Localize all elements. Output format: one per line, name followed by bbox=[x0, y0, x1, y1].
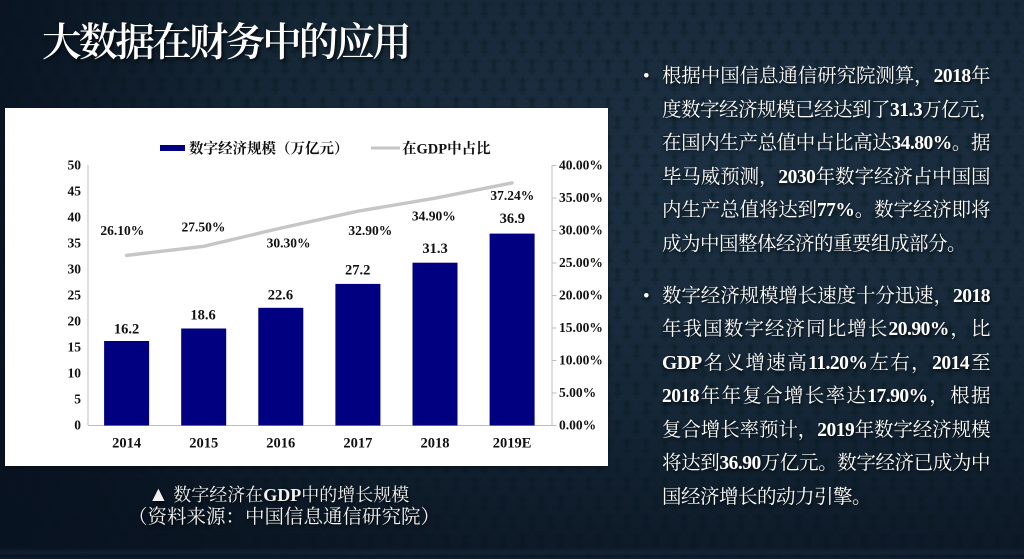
svg-text:15.00%: 15.00% bbox=[559, 320, 603, 335]
svg-text:2018: 2018 bbox=[421, 436, 450, 452]
svg-text:30: 30 bbox=[68, 262, 82, 277]
svg-text:0.00%: 0.00% bbox=[559, 418, 596, 433]
svg-text:32.90%: 32.90% bbox=[348, 223, 392, 238]
svg-text:在GDP中占比: 在GDP中占比 bbox=[402, 140, 491, 158]
svg-text:35: 35 bbox=[68, 236, 82, 251]
svg-text:26.10%: 26.10% bbox=[100, 223, 144, 238]
svg-text:30.00%: 30.00% bbox=[559, 223, 603, 238]
svg-text:2015: 2015 bbox=[189, 436, 218, 452]
svg-text:22.6: 22.6 bbox=[268, 288, 293, 304]
svg-text:数字经济规模（万亿元）: 数字经济规模（万亿元） bbox=[189, 140, 349, 158]
svg-text:34.90%: 34.90% bbox=[412, 209, 456, 224]
svg-text:15: 15 bbox=[68, 340, 82, 355]
svg-text:2017: 2017 bbox=[343, 436, 372, 452]
svg-text:5: 5 bbox=[74, 392, 81, 407]
svg-text:0: 0 bbox=[74, 418, 81, 433]
svg-text:25.00%: 25.00% bbox=[559, 255, 603, 270]
svg-text:20: 20 bbox=[68, 314, 82, 329]
svg-text:2014: 2014 bbox=[112, 436, 141, 452]
svg-text:25: 25 bbox=[68, 288, 82, 303]
svg-text:45: 45 bbox=[68, 184, 82, 199]
svg-text:31.3: 31.3 bbox=[422, 241, 447, 257]
svg-text:40.00%: 40.00% bbox=[559, 158, 603, 173]
svg-text:20.00%: 20.00% bbox=[559, 288, 603, 303]
svg-text:5.00%: 5.00% bbox=[559, 385, 596, 400]
svg-text:10: 10 bbox=[68, 366, 82, 381]
svg-text:27.2: 27.2 bbox=[345, 262, 370, 278]
svg-text:2019E: 2019E bbox=[493, 436, 532, 452]
svg-text:40: 40 bbox=[68, 210, 82, 225]
svg-text:35.00%: 35.00% bbox=[559, 190, 603, 205]
svg-text:2016: 2016 bbox=[266, 436, 295, 452]
svg-text:18.6: 18.6 bbox=[190, 308, 215, 324]
svg-text:16.2: 16.2 bbox=[114, 321, 139, 337]
svg-text:30.30%: 30.30% bbox=[267, 235, 311, 250]
svg-text:36.9: 36.9 bbox=[500, 211, 525, 227]
svg-text:10.00%: 10.00% bbox=[559, 353, 603, 368]
svg-text:50: 50 bbox=[68, 158, 82, 173]
svg-text:37.24%: 37.24% bbox=[490, 188, 534, 203]
svg-text:27.50%: 27.50% bbox=[181, 220, 225, 235]
